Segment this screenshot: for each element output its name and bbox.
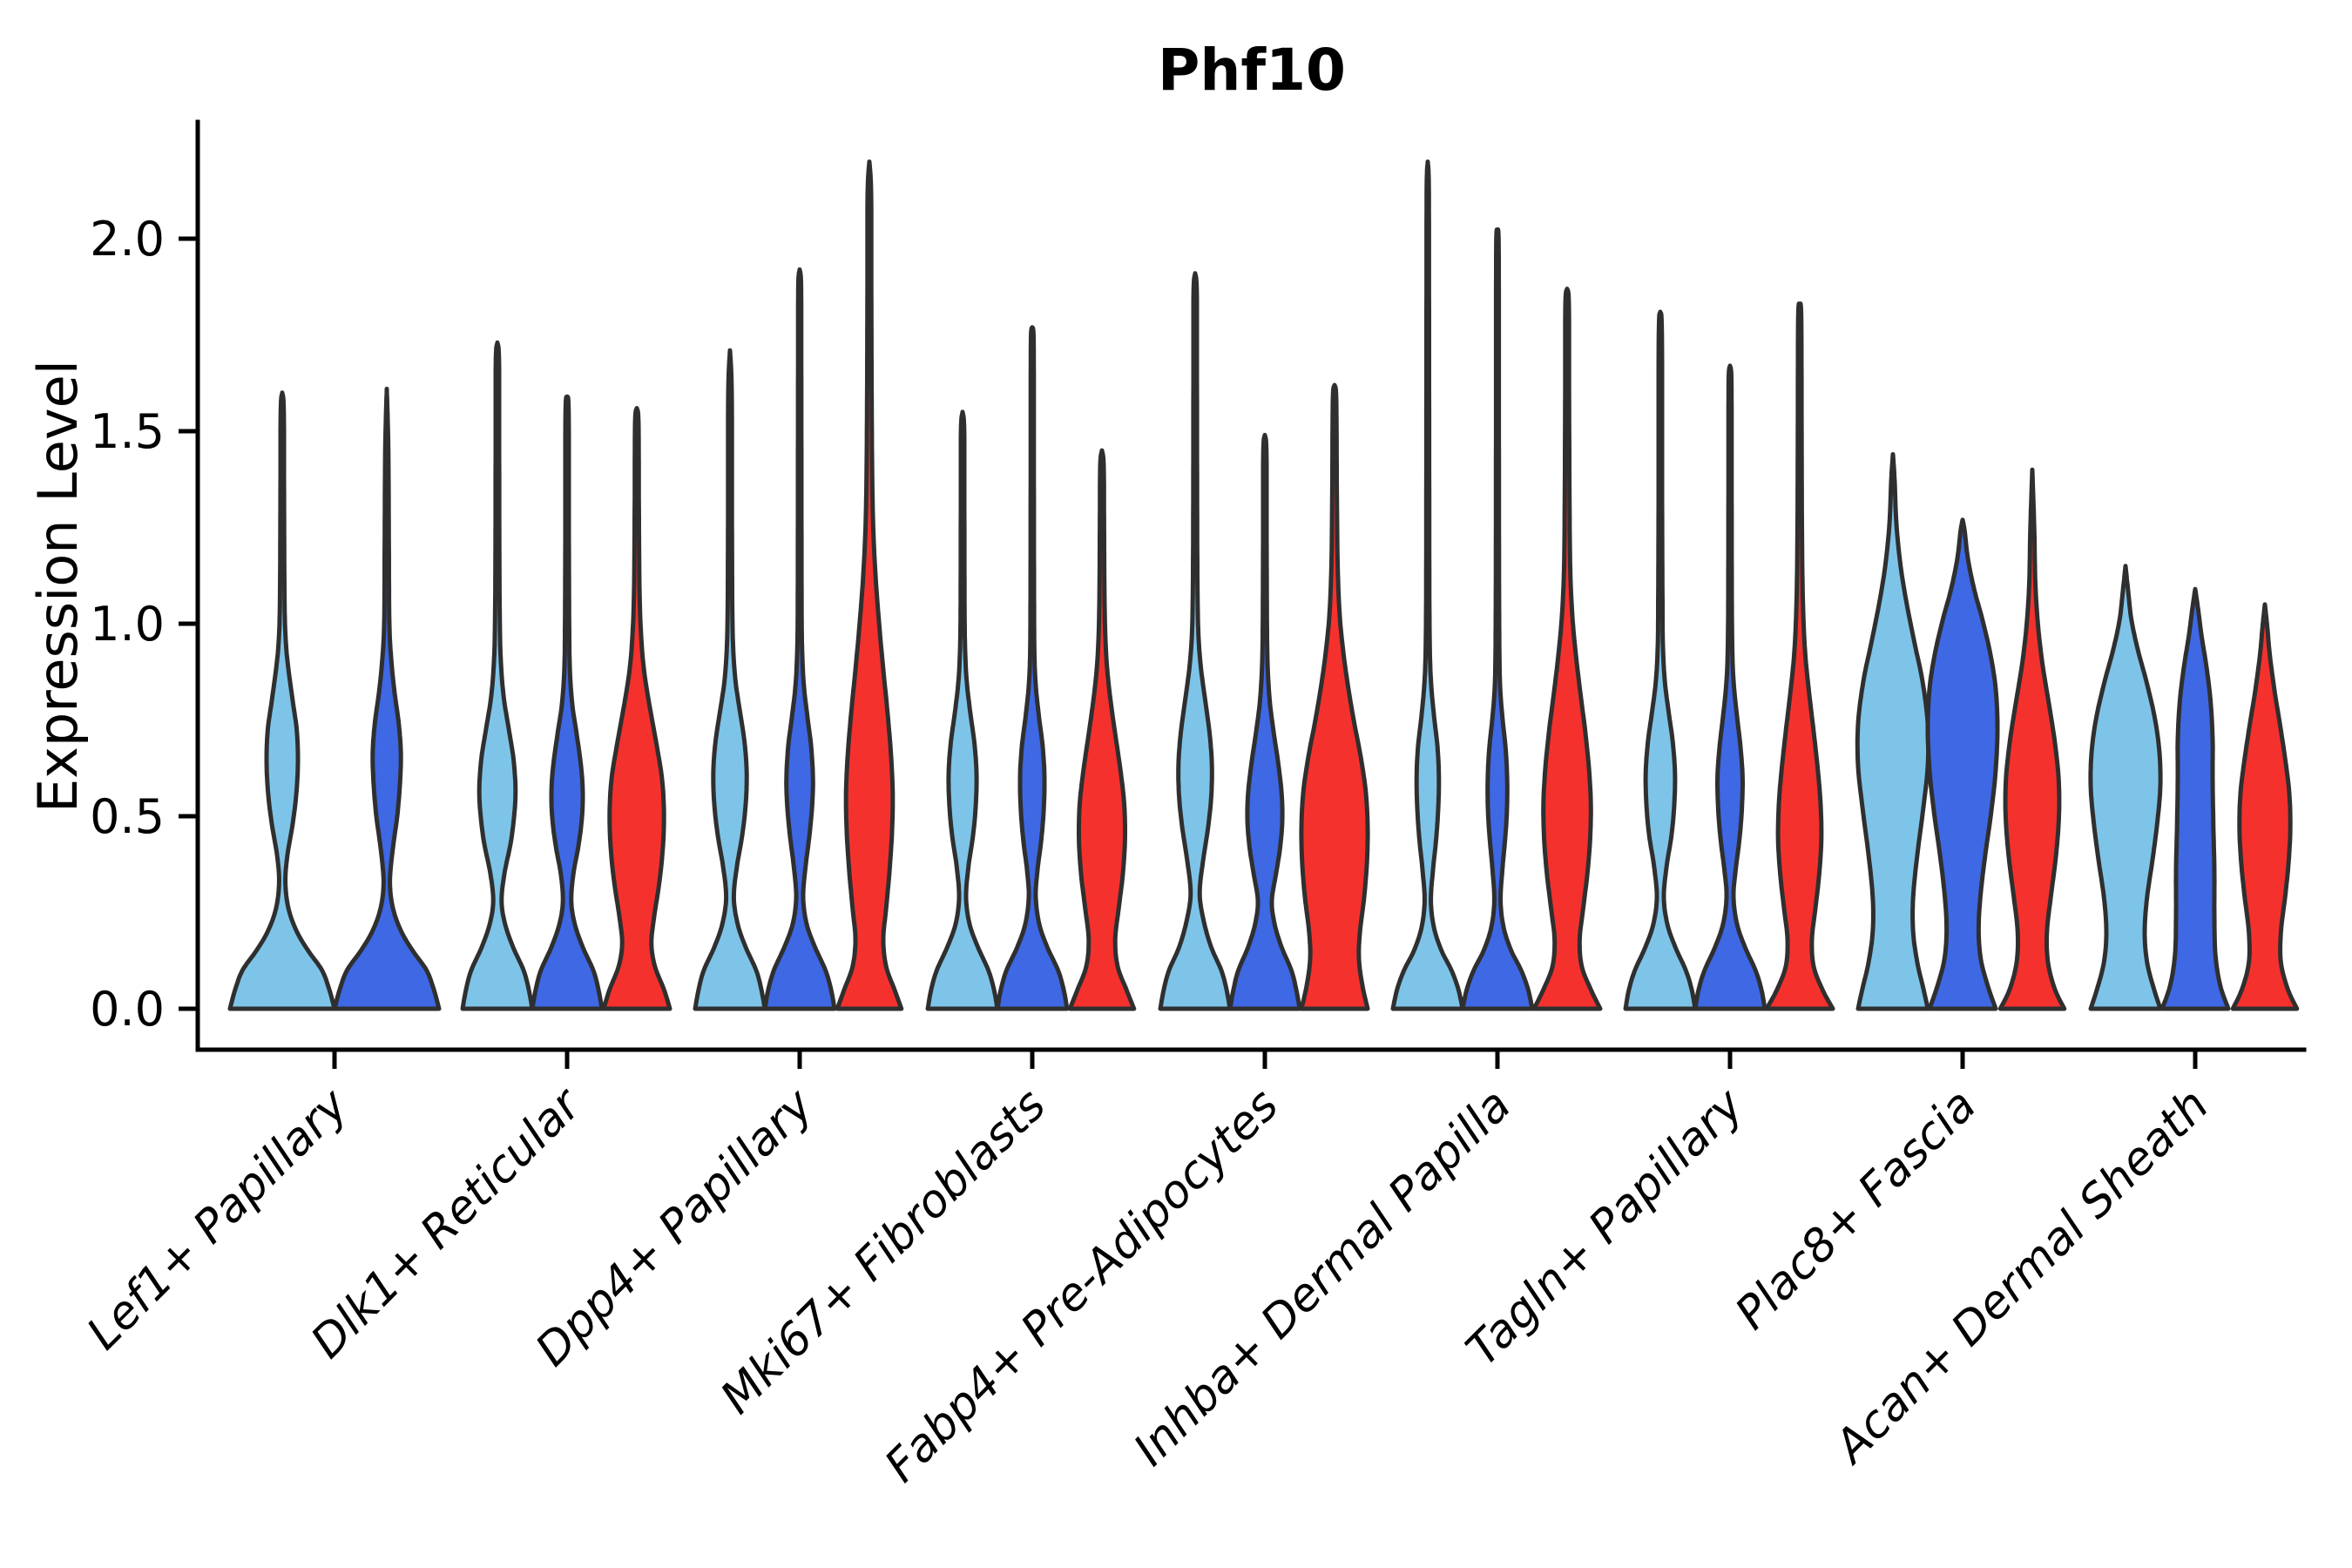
y-tick-label: 1.0 xyxy=(90,597,165,652)
violin-light_blue-group-9 xyxy=(2088,564,2163,1011)
violin-red-group-9 xyxy=(2230,602,2300,1011)
y-tick-label: 0.0 xyxy=(90,982,165,1037)
violin-dark_blue-group-7 xyxy=(1693,363,1767,1011)
violin-dark_blue-group-1 xyxy=(332,386,442,1011)
violin-dark_blue-group-2 xyxy=(530,394,605,1011)
y-tick-label: 0.5 xyxy=(90,789,165,844)
violin-light_blue-group-6 xyxy=(1390,159,1465,1011)
y-axis-ticks: 0.0 0.5 1.0 1.5 2.0 xyxy=(90,212,198,1037)
violin-light_blue-group-2 xyxy=(460,340,535,1011)
y-tick-label: 1.5 xyxy=(90,404,165,459)
violin-dark_blue-group-6 xyxy=(1460,227,1535,1011)
violin-red-group-7 xyxy=(1764,301,1835,1011)
violin-red-group-8 xyxy=(1997,467,2067,1011)
violin-red-group-6 xyxy=(1531,287,1603,1011)
violin-dark_blue-group-8 xyxy=(1925,517,2000,1011)
violin-light_blue-group-8 xyxy=(1855,452,1931,1011)
violin-red-group-3 xyxy=(835,159,904,1011)
violin-light_blue-group-7 xyxy=(1623,309,1698,1011)
chart-title: Phf10 xyxy=(1158,37,1346,104)
violin-dark_blue-group-5 xyxy=(1227,432,1302,1011)
violin-light_blue-group-4 xyxy=(925,409,1000,1011)
violin-light_blue-group-5 xyxy=(1158,271,1233,1011)
violin-red-group-4 xyxy=(1067,448,1137,1011)
violin-dark_blue-group-4 xyxy=(995,325,1070,1011)
y-tick-label: 2.0 xyxy=(90,212,165,267)
y-axis-label: Expression Level xyxy=(26,360,90,813)
violin-dark_blue-group-9 xyxy=(2159,586,2231,1011)
violin-red-group-5 xyxy=(1299,382,1370,1011)
violins-layer xyxy=(227,159,2300,1011)
violin-dark_blue-group-3 xyxy=(762,267,837,1011)
violin-red-group-2 xyxy=(601,406,672,1011)
x-tick-label: Plac8+ Fascia xyxy=(1726,1079,1986,1340)
x-tick-label: Fabp4+ Pre-Adipocytes xyxy=(875,1079,1289,1493)
violin-light_blue-group-1 xyxy=(227,390,337,1011)
violin-light_blue-group-3 xyxy=(693,348,767,1011)
x-tick-label: Inhba+ Dermal Papilla xyxy=(1124,1079,1521,1477)
x-tick-label: Acan+ Dermal Sheath xyxy=(1823,1079,2219,1475)
